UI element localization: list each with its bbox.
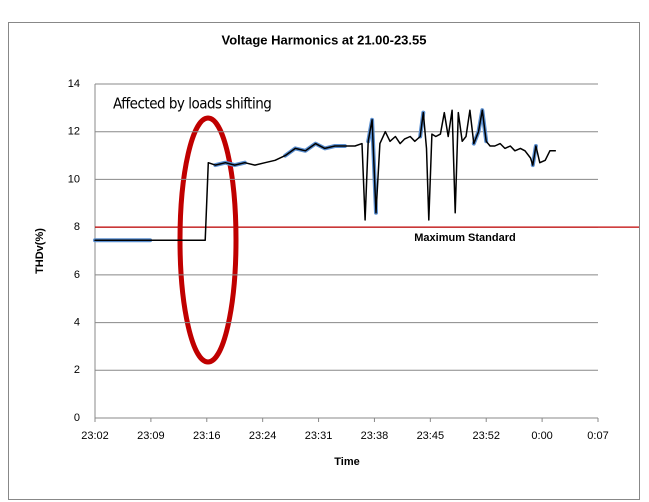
x-tick-label: 23:31 bbox=[305, 430, 333, 442]
y-tick-label: 10 bbox=[68, 173, 80, 185]
series-line bbox=[94, 109, 557, 242]
x-tick-label: 23:09 bbox=[137, 430, 165, 442]
x-tick-label: 23:02 bbox=[81, 430, 109, 442]
x-axis-label: Time bbox=[334, 456, 359, 468]
chart-border bbox=[8, 22, 640, 500]
x-tick-label: 0:07 bbox=[587, 430, 608, 442]
annotation: Affected by loads shifting bbox=[113, 95, 271, 113]
x-tick-label: 23:45 bbox=[417, 430, 445, 442]
reference-label: Maximum Standard bbox=[414, 232, 515, 244]
y-axis-label: THDv(%) bbox=[34, 228, 46, 274]
x-tick-label: 23:38 bbox=[361, 430, 389, 442]
x-tick-label: 23:52 bbox=[472, 430, 500, 442]
y-tick-label: 8 bbox=[74, 221, 80, 233]
y-tick-label: 14 bbox=[68, 78, 80, 90]
y-tick-label: 0 bbox=[74, 412, 80, 424]
y-tick-label: 4 bbox=[74, 316, 80, 328]
x-tick-label: 23:24 bbox=[249, 430, 277, 442]
x-tick-label: 23:16 bbox=[193, 430, 221, 442]
y-tick-label: 12 bbox=[68, 126, 80, 138]
chart-title: Voltage Harmonics at 21.00-23.55 bbox=[222, 32, 427, 47]
x-tick-label: 0:00 bbox=[531, 430, 552, 442]
y-tick-label: 6 bbox=[74, 269, 80, 281]
y-tick-label: 2 bbox=[74, 364, 80, 376]
